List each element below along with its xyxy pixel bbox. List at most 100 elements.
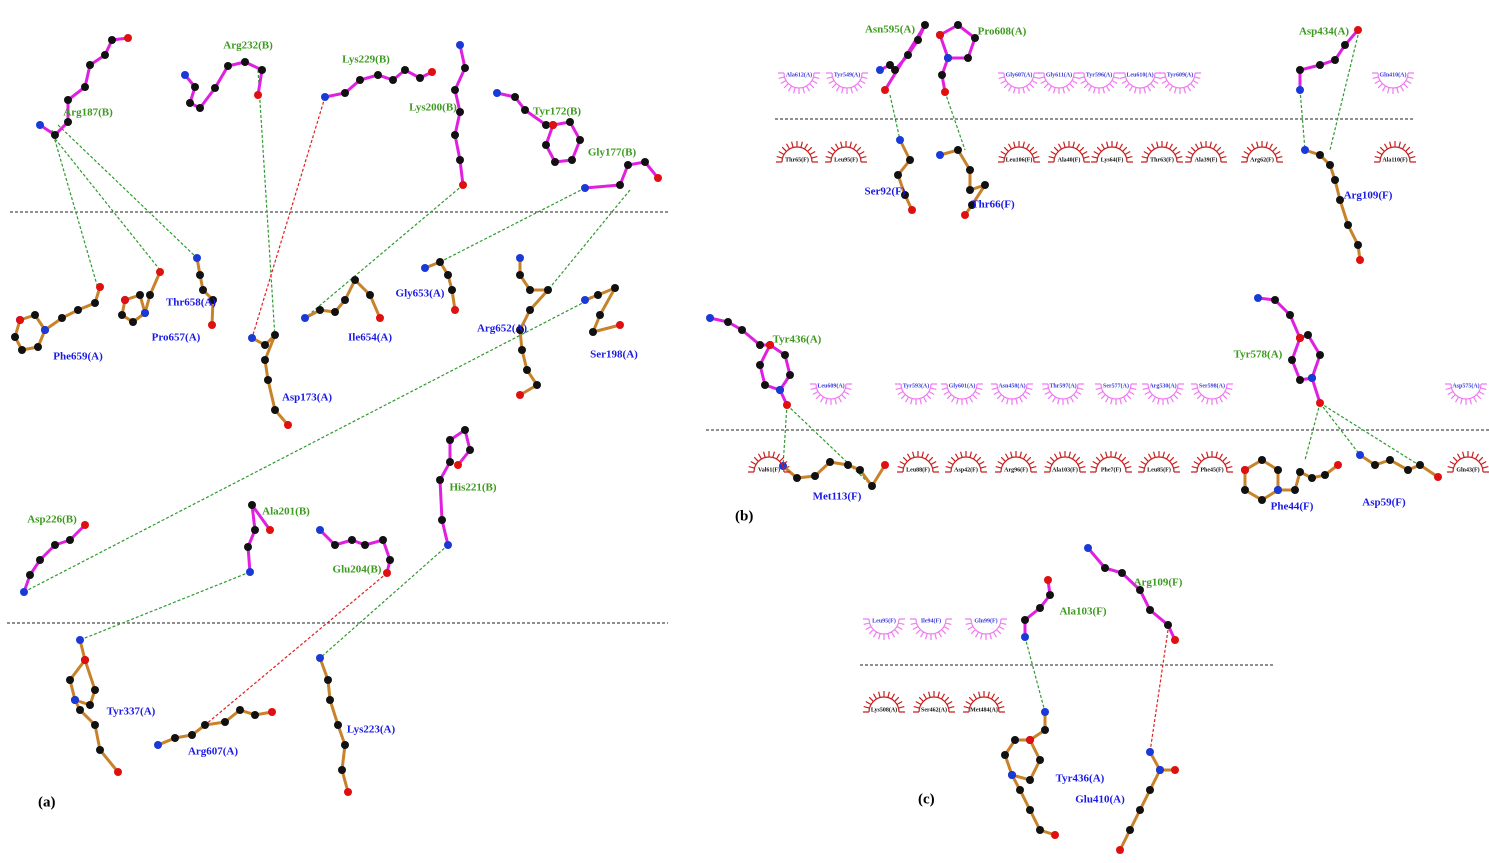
- atom: [64, 96, 72, 104]
- hydrophobic-label: Thr65(F): [785, 156, 809, 163]
- atom: [401, 66, 409, 74]
- atom: [208, 321, 216, 329]
- hydrophobic-label: Met484(A): [970, 706, 998, 713]
- hydrophobic-arc: [895, 383, 937, 405]
- atom: [526, 306, 534, 314]
- atom: [366, 291, 374, 299]
- atom: [938, 71, 946, 79]
- atom: [316, 306, 324, 314]
- atom: [244, 543, 252, 551]
- hydrophobic-arc: [1191, 451, 1233, 473]
- atom: [596, 311, 604, 319]
- atom: [261, 356, 269, 364]
- atom: [321, 93, 329, 101]
- hydrogen-bond: [79, 571, 251, 641]
- atom: [356, 76, 364, 84]
- atom: [91, 299, 99, 307]
- hydrophobic-label: Gln43(F): [1456, 466, 1479, 473]
- hydrogen-bond: [23, 294, 599, 593]
- residue-label: Arg652(A): [477, 323, 527, 335]
- atom: [1341, 41, 1349, 49]
- atom: [576, 136, 584, 144]
- atom: [171, 734, 179, 742]
- hydrophobic-label: Arg62(F): [1250, 156, 1274, 163]
- hydrogen-bond: [439, 187, 586, 263]
- atom: [886, 61, 894, 69]
- atom: [241, 58, 249, 66]
- hydrogen-bond: [51, 129, 98, 286]
- atom: [511, 93, 519, 101]
- atom: [466, 446, 474, 454]
- atom: [444, 271, 452, 279]
- atom: [1296, 86, 1304, 94]
- atom: [1356, 451, 1364, 459]
- atom: [456, 41, 464, 49]
- atom: [941, 88, 949, 96]
- atom: [246, 568, 254, 576]
- atom: [611, 284, 619, 292]
- atom: [1136, 806, 1144, 814]
- atom: [1316, 151, 1324, 159]
- atom: [101, 51, 109, 59]
- atom: [196, 104, 204, 112]
- hydrophobic-arc: [776, 141, 818, 163]
- atom: [316, 654, 324, 662]
- atom: [268, 708, 276, 716]
- atom: [1404, 466, 1412, 474]
- hydrophobic-arc: [963, 691, 1005, 713]
- hydrophobic-arc: [998, 72, 1040, 94]
- atom: [516, 326, 524, 334]
- hydrophobic-arc: [1142, 383, 1184, 405]
- hydrophobic-arc: [1138, 451, 1180, 473]
- hydrophobic-label: Leu88(F): [906, 466, 930, 473]
- panel-label: (c): [918, 791, 935, 807]
- atom: [1026, 736, 1034, 744]
- hydrophobic-label: Phe45(F): [1200, 466, 1223, 473]
- atom: [1416, 461, 1424, 469]
- hydrophobic-arc: [945, 451, 987, 473]
- atom: [376, 314, 384, 322]
- atom: [18, 346, 26, 354]
- hydrophobic-label: Leu609(A): [817, 382, 844, 389]
- atom: [201, 721, 209, 729]
- atom: [523, 366, 531, 374]
- hydrophobic-arc: [1241, 141, 1283, 163]
- atom: [1146, 606, 1154, 614]
- atom: [1036, 604, 1044, 612]
- atom: [581, 296, 589, 304]
- hydrophobic-arc: [1191, 383, 1233, 405]
- hydrophobic-label: Lys508(A): [871, 706, 897, 713]
- bond: [584, 284, 621, 335]
- hydrogen-bond: [1319, 402, 1361, 456]
- atom: [1041, 708, 1049, 716]
- atom: [224, 62, 232, 70]
- atom: [258, 66, 266, 74]
- atom: [211, 84, 219, 92]
- residue-label: Ile654(A): [348, 332, 392, 344]
- hydrophobic-label: Arg530(A): [1149, 382, 1176, 389]
- residue-label: Phe44(F): [1271, 501, 1314, 513]
- bond: [1118, 751, 1162, 851]
- atom: [361, 541, 369, 549]
- residue-label: Tyr436(A): [1056, 773, 1105, 785]
- atom: [1011, 736, 1019, 744]
- hydrophobic-arc: [748, 451, 790, 473]
- hydrophobic-arc: [1091, 141, 1133, 163]
- bond: [1010, 774, 1056, 837]
- atom: [961, 211, 969, 219]
- atom: [446, 436, 454, 444]
- atom: [108, 36, 116, 44]
- hydrophobic-label: Ser577(A): [1103, 382, 1129, 389]
- atom: [86, 61, 94, 69]
- atom: [1336, 196, 1344, 204]
- bond: [22, 523, 87, 593]
- atom: [1136, 586, 1144, 594]
- hydrophobic-label: Leu85(F): [1147, 466, 1171, 473]
- residue-label: Ser198(A): [590, 349, 638, 361]
- atom: [1021, 616, 1029, 624]
- hydrophobic-label: Ala40(F): [1058, 156, 1081, 163]
- atom: [594, 291, 602, 299]
- hydrogen-bond: [1299, 89, 1306, 151]
- hydrogen-bond: [304, 184, 464, 319]
- hydrophobic-arc: [1044, 451, 1086, 473]
